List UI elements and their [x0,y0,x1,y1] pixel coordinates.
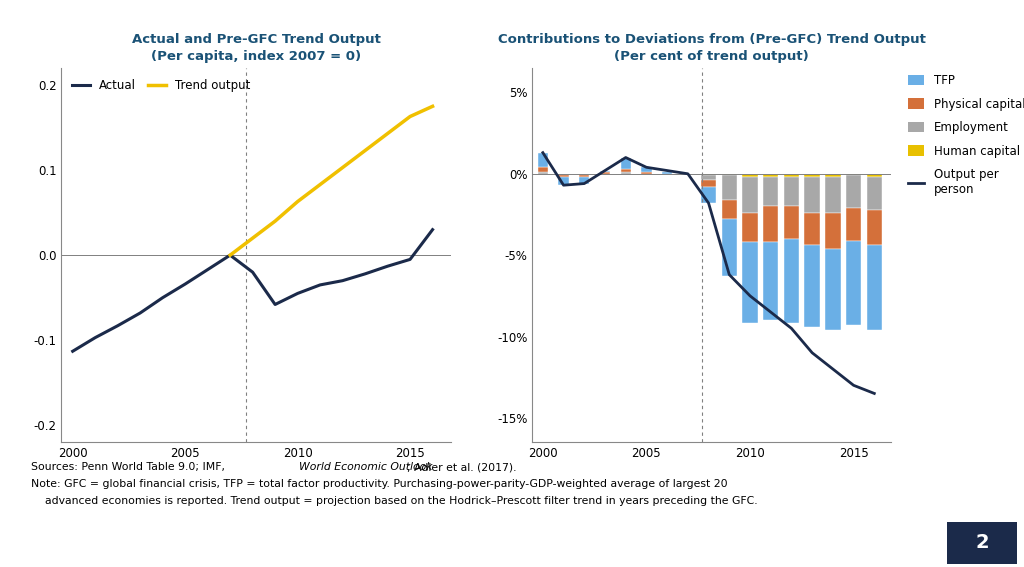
Bar [600,172,610,174]
Bar [742,242,758,324]
Bar [580,175,590,177]
Bar [700,180,717,187]
Text: advanced economies is reported. Trend output = projection based on the Hodrick–P: advanced economies is reported. Trend ou… [31,496,758,506]
Bar [866,246,882,330]
Bar [538,167,548,172]
Text: World Economic Outlook: World Economic Outlook [299,462,432,472]
Bar [846,240,861,325]
Bar [621,158,631,169]
Bar [641,167,651,172]
Bar [805,177,820,213]
Bar [722,174,737,175]
Bar [763,242,778,320]
Bar [825,177,841,213]
Bar [662,172,673,174]
Legend: TFP, Physical capital, Employment, Human capital, Output per
person: TFP, Physical capital, Employment, Human… [907,74,1024,196]
Title: Contributions to Deviations from (Pre-GFC) Trend Output
(Per cent of trend outpu: Contributions to Deviations from (Pre-GF… [498,33,926,63]
Legend: Actual, Trend output: Actual, Trend output [68,74,255,96]
Bar [558,174,568,175]
Bar [621,169,631,172]
Bar [846,208,861,240]
Bar [866,177,882,210]
Bar [700,187,717,203]
Bar [538,172,548,174]
Bar [558,177,568,185]
Text: 2: 2 [975,534,989,552]
Text: Sources: Penn World Table 9.0; IMF,: Sources: Penn World Table 9.0; IMF, [31,462,228,472]
Bar [722,219,737,276]
Bar [722,200,737,219]
Bar [742,174,758,177]
Bar [538,153,548,167]
Bar [763,174,778,177]
Bar [763,177,778,206]
Bar [866,210,882,246]
Text: Note: GFC = global financial crisis, TFP = total factor productivity. Purchasing: Note: GFC = global financial crisis, TFP… [31,479,727,489]
Bar [621,172,631,174]
Bar [580,174,590,175]
Bar [783,177,799,206]
Bar [783,206,799,239]
Bar [641,172,651,174]
Bar [742,213,758,242]
Bar [700,174,717,175]
Bar [825,249,841,330]
Bar [742,177,758,213]
Bar [846,175,861,208]
Bar [846,174,861,175]
Bar [580,177,590,184]
Bar [783,239,799,324]
Bar [783,174,799,177]
Bar [825,174,841,177]
Bar [805,174,820,177]
Bar [825,213,841,249]
Bar [805,213,820,246]
Bar [722,175,737,200]
Bar [600,171,610,172]
Bar [700,175,717,180]
Bar [558,175,568,177]
Bar [805,246,820,327]
Title: Actual and Pre-GFC Trend Output
(Per capita, index 2007 = 0): Actual and Pre-GFC Trend Output (Per cap… [131,33,381,63]
Bar [763,206,778,242]
Text: ; Adler et al. (2017).: ; Adler et al. (2017). [407,462,516,472]
Bar [866,174,882,177]
